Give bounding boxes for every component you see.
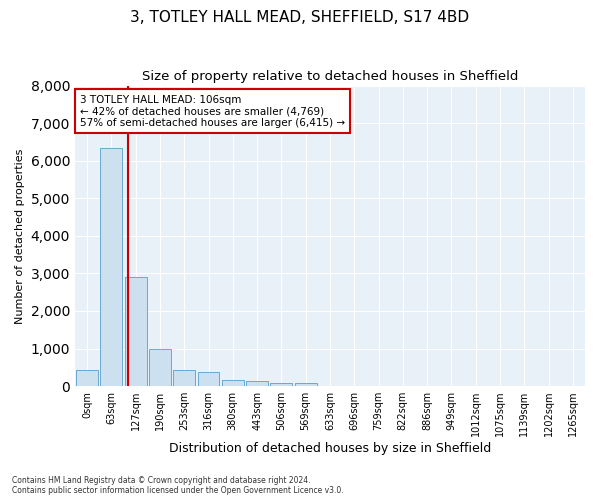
Bar xyxy=(271,382,292,386)
Bar xyxy=(100,148,122,386)
Bar xyxy=(76,370,98,386)
Title: Size of property relative to detached houses in Sheffield: Size of property relative to detached ho… xyxy=(142,70,518,83)
Bar xyxy=(173,370,195,386)
Text: 3 TOTLEY HALL MEAD: 106sqm
← 42% of detached houses are smaller (4,769)
57% of s: 3 TOTLEY HALL MEAD: 106sqm ← 42% of deta… xyxy=(80,94,345,128)
Y-axis label: Number of detached properties: Number of detached properties xyxy=(15,148,25,324)
Bar xyxy=(295,384,317,386)
Text: Contains HM Land Registry data © Crown copyright and database right 2024.
Contai: Contains HM Land Registry data © Crown c… xyxy=(12,476,344,495)
Bar xyxy=(149,350,171,386)
Bar xyxy=(197,372,220,386)
Bar xyxy=(125,277,146,386)
Text: 3, TOTLEY HALL MEAD, SHEFFIELD, S17 4BD: 3, TOTLEY HALL MEAD, SHEFFIELD, S17 4BD xyxy=(130,10,470,25)
X-axis label: Distribution of detached houses by size in Sheffield: Distribution of detached houses by size … xyxy=(169,442,491,455)
Bar xyxy=(246,381,268,386)
Bar xyxy=(222,380,244,386)
